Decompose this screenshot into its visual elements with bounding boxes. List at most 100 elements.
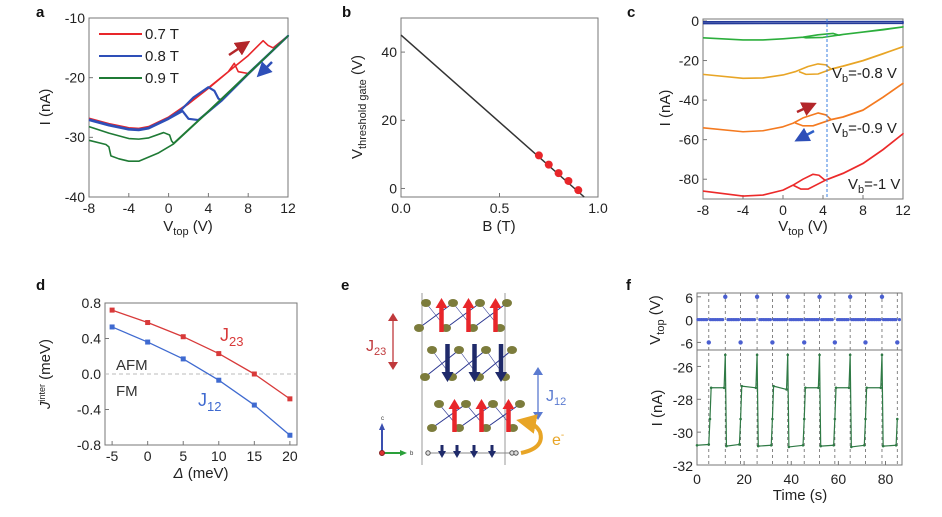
panel-f-current-point — [740, 384, 744, 388]
panel-c-xtick-label: 4 — [819, 202, 827, 218]
panel-d-marker-J23 — [251, 371, 257, 377]
panel-f-vtop-pulse-point — [802, 340, 807, 345]
panel-f-vtop-pulse-point — [785, 294, 790, 299]
spin-up-arrowhead — [489, 298, 502, 308]
panel-f-bottom-xtick-label: 20 — [736, 471, 752, 487]
panel-d-marker-J23 — [109, 307, 115, 313]
panel-f-vtop-pulse-point — [770, 340, 775, 345]
panel-b-ylabel: Vthreshold gate (V) — [349, 55, 369, 159]
atom — [434, 400, 444, 408]
panel-d-fm-label: FM — [116, 383, 138, 400]
panel-label-d: d — [36, 277, 45, 294]
panel-d-marker-J23 — [145, 320, 151, 326]
panel-label-c: c — [627, 4, 635, 21]
panel-f-vtop-baseline-point — [768, 318, 772, 322]
panel-f-bottom-xtick-label: 80 — [878, 471, 894, 487]
panel-a-xtick-label: 0 — [165, 200, 173, 216]
panel-c-xtick-label: 8 — [859, 202, 867, 218]
panel-d-xlabel: Δ (meV) — [172, 465, 228, 482]
atom — [427, 424, 437, 432]
panel-d-marker-J12 — [251, 402, 257, 408]
spin-down-arrowhead — [468, 372, 481, 382]
panel-f-current-point — [725, 444, 728, 448]
panel-b-data-point — [544, 160, 553, 169]
panel-f-top-ytick-label: 0 — [685, 313, 693, 329]
panel-f-current-point — [772, 384, 775, 388]
panel-b-data-point — [564, 176, 573, 185]
panel-f-xlabel: Time (s) — [773, 487, 827, 504]
panel-f-current-point — [862, 443, 866, 447]
panel-f-vtop-baseline-point — [816, 318, 820, 322]
panel-c-xtick-label: -4 — [737, 202, 750, 218]
atom — [507, 346, 517, 354]
panel-a-backward-arrow — [256, 61, 273, 78]
panel-b-xtick-label: 0.5 — [490, 200, 510, 216]
panel-f-current-point — [847, 386, 851, 390]
panel-f-top-ytick-label: -6 — [681, 335, 694, 351]
panel-label-e: e — [341, 277, 349, 294]
panel-c-series-3 — [702, 82, 904, 133]
atom — [421, 299, 431, 307]
panel-a-xtick-label: -4 — [123, 200, 136, 216]
panel-f-current-point — [895, 417, 899, 421]
panel-c-ytick-label: 0 — [691, 13, 699, 29]
atom — [488, 400, 498, 408]
panel-f-vtop-pulse-point — [847, 294, 853, 299]
atom — [475, 299, 485, 307]
panel-f-vtop-baseline-point — [752, 318, 757, 322]
panel-d-j23-label: J23 — [220, 325, 243, 349]
panel-c-backward-arrow — [794, 127, 815, 142]
panel-b-xlabel: B (T) — [482, 218, 515, 235]
panel-f-vtop-baseline-point — [897, 318, 902, 322]
panel-d-afm-label: AFM — [116, 357, 148, 374]
panel-f-vtop-baseline-point — [721, 318, 725, 322]
panel-c-plot-frame — [702, 18, 904, 200]
panel-c-forward-arrow — [796, 102, 817, 116]
substrate-spin-down-arrowhead — [470, 451, 478, 458]
panel-d-marker-J23 — [180, 334, 186, 340]
legend-label-0.7T: 0.7 T — [145, 26, 179, 43]
panel-a-series-0.7T — [88, 35, 289, 130]
panel-f-bottom-ytick-label: -32 — [673, 458, 693, 474]
panel-d-series-J23 — [111, 309, 291, 400]
panel-c-ytick-label: -20 — [679, 52, 699, 68]
panel-f-bottom-ytick-label: -26 — [673, 359, 693, 375]
panel-d-marker-J23 — [216, 351, 222, 357]
panel-f-current-point — [722, 386, 726, 390]
panel-f-vtop-pulse-point — [817, 294, 822, 299]
spin-down-arrowhead — [441, 372, 454, 382]
panel-d-xtick-label: 15 — [247, 448, 263, 464]
j23-label: J23 — [366, 338, 386, 358]
panel-f-current-point — [708, 417, 712, 421]
panel-b-xtick-label: 0.0 — [391, 200, 411, 216]
panel-f-current-point — [785, 388, 788, 391]
panel-c-xtick-label: 12 — [895, 202, 911, 218]
panel-b-plot-frame — [400, 17, 599, 198]
panel-d-ytick-label: 0.0 — [82, 366, 102, 382]
panel-b-chart: 0.0 0.5 1.0 0 20 40 — [381, 17, 608, 216]
panel-f-vtop-pulse-point — [754, 294, 760, 299]
panel-f-current-point — [787, 445, 791, 449]
panel-f-vtop-pulse-point — [738, 340, 743, 345]
panel-f-current-point — [695, 443, 699, 447]
electron-transfer-arrow — [516, 414, 543, 455]
panel-f-current-point — [879, 386, 883, 390]
panel-d-ytick-label: -0.4 — [77, 401, 101, 417]
panel-d-series-J12 — [111, 326, 291, 436]
panel-a-series-0.9T — [88, 35, 289, 162]
panel-label-b: b — [342, 4, 351, 21]
panel-f-current-point — [833, 417, 837, 421]
panel-c-label-vb-1: Vb=-1 V — [848, 176, 900, 196]
spin-up-arrowhead — [462, 298, 475, 308]
panel-d-marker-J12 — [287, 432, 293, 438]
panel-d-xtick-label: 0 — [144, 448, 152, 464]
panel-a-series-0.8T — [88, 34, 290, 132]
axis-a-origin — [379, 450, 385, 456]
panel-b-ytick-label: 0 — [389, 180, 397, 196]
panel-c-series-4 — [702, 132, 904, 197]
panel-f-vtop-baseline-point — [846, 318, 850, 322]
panel-f-current-point — [738, 443, 741, 446]
panel-b-ytick-label: 40 — [381, 44, 397, 60]
panel-f-current-point — [739, 417, 742, 421]
spin-up-arrowhead — [502, 399, 515, 409]
